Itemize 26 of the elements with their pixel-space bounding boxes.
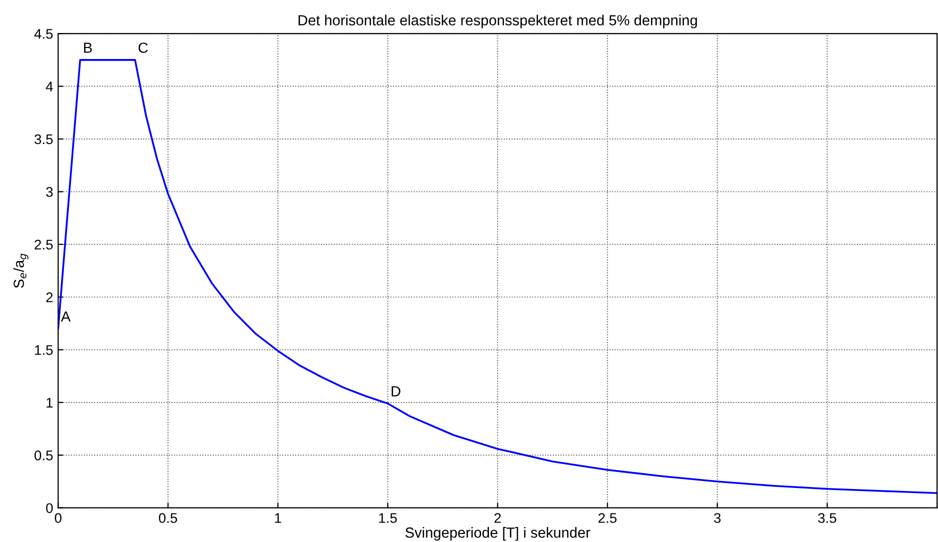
y-tick-label: 2	[46, 292, 53, 302]
y-tick-label: 0.5	[34, 450, 53, 460]
annotation: D	[392, 386, 400, 396]
y-tick-label: 3.5	[34, 134, 53, 144]
y-tick-label: 0	[46, 503, 53, 514]
x-tick-label: 2	[494, 513, 501, 523]
x-tick-label: 3.5	[818, 513, 836, 523]
y-tick-label: 1	[46, 398, 53, 408]
chart-title: Det horisontale elastiske responsspekteret med 5% dempning	[298, 14, 697, 28]
annotation: C	[138, 42, 148, 53]
x-tick-label: 3	[714, 513, 721, 523]
x-axis-title: Svingeperiode [T] i sekunder	[405, 527, 590, 541]
y-tick-label: 4	[46, 82, 53, 92]
y-tick-label: 1.5	[35, 345, 53, 355]
y-tick-label: 4.5	[34, 29, 53, 39]
line-series	[58, 59, 938, 494]
x-tick-label: 1	[275, 513, 282, 523]
y-axis-title: S$_{e}$/a$_{g}$	[13, 254, 28, 288]
annotation: B	[84, 42, 92, 53]
y-tick-label: 3	[46, 187, 53, 197]
x-tick-label: 0.5	[158, 513, 178, 523]
x-tick-label: 2.5	[598, 513, 617, 523]
x-tick-label: 1.5	[379, 513, 397, 523]
y-tick-label: 2.5	[34, 240, 53, 250]
annotation: A	[60, 311, 71, 322]
x-tick-label: 0	[54, 513, 62, 523]
